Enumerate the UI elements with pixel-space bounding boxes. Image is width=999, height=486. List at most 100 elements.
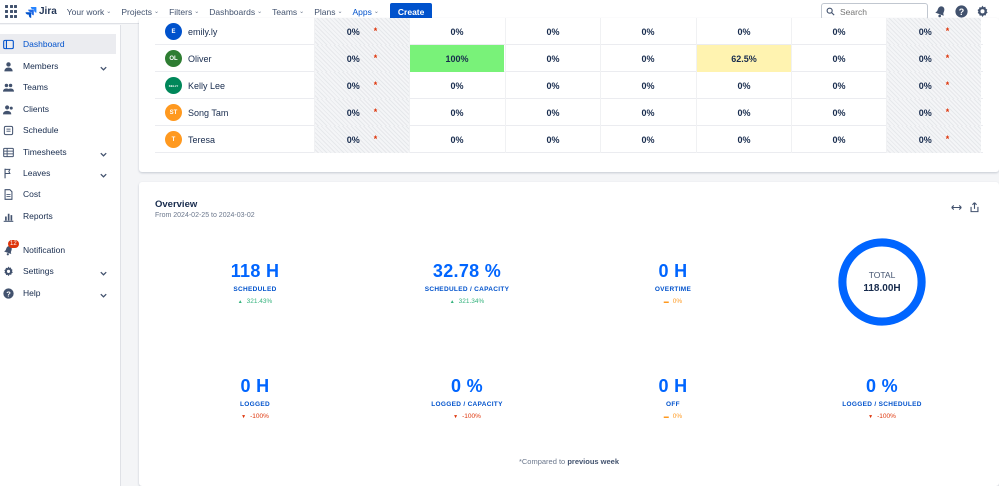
create-button[interactable]: Create (389, 3, 433, 20)
utilization-cell[interactable]: 0% (409, 72, 504, 99)
required-asterisk: * (373, 106, 378, 117)
member-cell[interactable]: KELLY Kelly Lee (155, 72, 315, 99)
stat-change: ▲ 321.34% (387, 298, 547, 305)
sidebar-item-dashboard[interactable]: Dashboard (0, 34, 116, 54)
footnote-emphasis: previous week (567, 457, 620, 466)
nav-item-plans[interactable]: Plans ⌄ (314, 0, 342, 24)
utilization-cell[interactable]: 0% * (314, 45, 409, 72)
utilization-cell[interactable]: 0% (696, 126, 791, 153)
search-input[interactable] (840, 6, 920, 17)
chevron-down-icon[interactable] (99, 168, 108, 178)
utilization-cell[interactable]: 0% * (886, 45, 981, 72)
nav-item-label: Apps (352, 6, 372, 17)
nav-item-projects[interactable]: Projects ⌄ (121, 0, 159, 24)
required-asterisk: * (945, 52, 950, 63)
trend-up-icon: ▲ (449, 298, 455, 305)
chevron-down-icon[interactable] (99, 61, 108, 71)
stat-change-value: 0% (672, 413, 683, 420)
nav-item-teams[interactable]: Teams ⌄ (272, 0, 304, 24)
utilization-cell[interactable]: 0% (696, 72, 791, 99)
utilization-cell[interactable]: 0% (600, 72, 695, 99)
share-export-icon[interactable] (969, 202, 980, 213)
expand-horizontal-icon[interactable] (951, 202, 962, 213)
overview-card: Overview From 2024-02-25 to 2024-03-02 1… (139, 182, 999, 486)
utilization-cell[interactable]: 0% (791, 18, 886, 45)
nav-item-label: Your work (66, 6, 105, 17)
user-icon (3, 61, 14, 72)
sidebar-item-cost[interactable]: Cost (0, 184, 116, 204)
stat-value: 0 % (866, 376, 898, 396)
jira-logo[interactable]: Jira (25, 6, 57, 18)
utilization-cell[interactable]: 62.5% (696, 45, 791, 72)
utilization-cell[interactable]: 0% * (886, 18, 981, 45)
help-icon[interactable]: ? (955, 5, 968, 18)
utilization-cell[interactable]: 0% * (314, 18, 409, 45)
utilization-cell[interactable]: 0% (409, 126, 504, 153)
utilization-cell[interactable]: 0% (791, 45, 886, 72)
utilization-cell[interactable]: 0% (505, 126, 600, 153)
stat-value: 0 H (658, 376, 688, 396)
sidebar-item-help[interactable]: ? Help (0, 283, 116, 303)
sidebar-item-timesheets[interactable]: Timesheets (0, 142, 116, 162)
chevron-down-icon[interactable] (99, 147, 108, 157)
sidebar-item-notification[interactable]: 12 Notification (0, 240, 116, 260)
sidebar-item-reports[interactable]: Reports (0, 206, 116, 226)
jira-logo-icon (25, 6, 37, 18)
utilization-cell[interactable]: 0% * (886, 126, 981, 153)
nav-item-your-work[interactable]: Your work ⌄ (67, 0, 112, 24)
utilization-cell[interactable]: 0% (600, 99, 695, 126)
chevron-down-icon[interactable] (99, 288, 108, 298)
stat-change-value: -100% (250, 413, 269, 420)
chevron-down-icon: ⌄ (194, 9, 200, 15)
member-cell[interactable]: T Teresa (155, 126, 315, 153)
stat-scheduled: 118 H SCHEDULED ▲ 321.43% (175, 261, 335, 305)
sidebar-item-schedule[interactable]: Schedule (0, 120, 116, 140)
utilization-cell[interactable]: 0% * (314, 126, 409, 153)
utilization-cell[interactable]: 0% (505, 72, 600, 99)
member-cell[interactable]: OL Oliver (155, 45, 315, 72)
chevron-down-icon[interactable] (99, 266, 108, 276)
chevron-down-icon: ⌄ (337, 9, 343, 15)
app-switcher-icon[interactable] (5, 4, 19, 19)
utilization-cell[interactable]: 0% (409, 18, 504, 45)
sidebar-item-leaves[interactable]: Leaves (0, 163, 116, 183)
utilization-cell[interactable]: 0% (696, 99, 791, 126)
utilization-cell[interactable]: 0% (696, 18, 791, 45)
nav-item-dashboards[interactable]: Dashboards ⌄ (209, 0, 262, 24)
utilization-cell[interactable]: 0% * (314, 99, 409, 126)
sidebar-item-settings[interactable]: Settings (0, 261, 116, 281)
utilization-cell[interactable]: 0% (600, 18, 695, 45)
utilization-value: 0% (918, 26, 932, 37)
stat-label: OVERTIME (654, 286, 692, 293)
sidebar-item-label: Cost (23, 189, 41, 199)
sidebar-item-members[interactable]: Members (0, 56, 116, 76)
utilization-cell[interactable]: 0% (505, 45, 600, 72)
sidebar-item-label: Members (23, 61, 59, 71)
utilization-cell[interactable]: 0% * (886, 72, 981, 99)
utilization-cell[interactable]: 0% * (886, 99, 981, 126)
stat-change-value: 0% (672, 298, 683, 305)
required-asterisk: * (373, 133, 378, 144)
member-cell[interactable]: ST Song Tam (155, 99, 315, 126)
settings-gear-icon[interactable] (976, 5, 989, 18)
notification-bell-icon[interactable] (934, 5, 947, 18)
utilization-cell[interactable]: 0% (791, 99, 886, 126)
sidebar-item-teams[interactable]: Teams (0, 77, 116, 97)
utilization-cell[interactable]: 100% (409, 45, 504, 72)
utilization-value: 0% (918, 107, 932, 118)
utilization-cell[interactable]: 0% * (314, 72, 409, 99)
stat-logged: 0 H LOGGED ▼ -100% (175, 376, 335, 420)
utilization-cell[interactable]: 0% (600, 126, 695, 153)
nav-item-filters[interactable]: Filters ⌄ (169, 0, 199, 24)
utilization-cell[interactable]: 0% (791, 72, 886, 99)
utilization-cell[interactable]: 0% (409, 99, 504, 126)
utilization-cell[interactable]: 0% (600, 45, 695, 72)
utilization-cell[interactable]: 0% (505, 18, 600, 45)
sidebar-item-clients[interactable]: Clients (0, 99, 116, 119)
utilization-cell[interactable]: 0% (791, 126, 886, 153)
utilization-value: 0% (918, 134, 932, 145)
stat-change-value: -100% (877, 413, 896, 420)
stat-label: SCHEDULED (233, 286, 277, 293)
utilization-cell[interactable]: 0% (505, 99, 600, 126)
